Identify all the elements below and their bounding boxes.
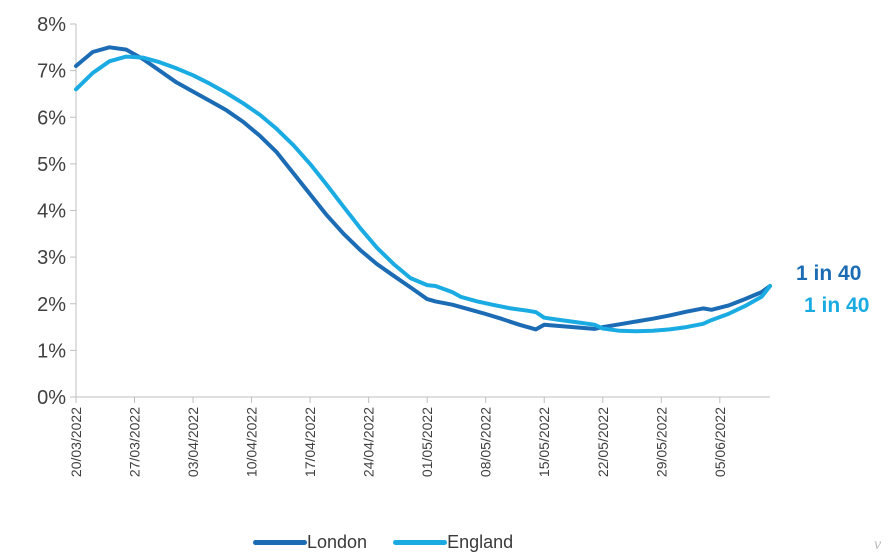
y-tick-label: 1% xyxy=(37,340,66,362)
series-line-england xyxy=(74,54,772,334)
x-tick-label: 03/04/2022 xyxy=(185,407,201,477)
x-tick-label: 27/03/2022 xyxy=(127,407,143,477)
x-tick-label: 17/04/2022 xyxy=(302,407,318,477)
legend-item-england: England xyxy=(393,532,513,553)
x-tick-label: 24/04/2022 xyxy=(361,407,377,477)
legend-label-london: London xyxy=(307,531,368,552)
legend-item-london: London xyxy=(253,532,367,553)
legend: London England xyxy=(253,530,539,554)
legend-swatch-england xyxy=(393,539,448,545)
x-tick-label: 05/06/2022 xyxy=(712,407,728,477)
x-tick-label: 15/05/2022 xyxy=(536,407,552,477)
corner-mark: v xyxy=(874,536,882,553)
y-tick-label: 4% xyxy=(37,201,66,223)
legend-swatch-london xyxy=(253,539,307,545)
y-tick-label: 3% xyxy=(37,247,66,269)
legend-label-england: England xyxy=(447,531,514,552)
y-tick-label: 7% xyxy=(37,61,66,83)
y-tick-label: 5% xyxy=(37,154,66,176)
x-tick-label: 20/03/2022 xyxy=(68,407,84,477)
chart-lines xyxy=(74,45,772,334)
y-tick-label: 2% xyxy=(37,294,66,316)
annotation-london: 1 in 40 xyxy=(796,262,862,285)
y-tick-label: 6% xyxy=(37,107,66,129)
y-tick-label: 8% xyxy=(37,14,66,36)
series-line-london xyxy=(74,45,772,332)
x-tick-label: 22/05/2022 xyxy=(595,407,611,477)
annotation-england: 1 in 40 xyxy=(804,294,870,317)
chart-axes: 0% 1% 2% 3% 4% 5% 6% 7% 8% 20/03/2022 27/03/2022 03… xyxy=(37,14,770,477)
x-tick-label: 01/05/2022 xyxy=(419,407,435,477)
x-tick-label: 10/04/2022 xyxy=(244,407,260,477)
y-tick-label: 0% xyxy=(37,387,66,409)
x-tick-label: 08/05/2022 xyxy=(478,407,494,477)
x-tick-label: 29/05/2022 xyxy=(653,407,669,477)
